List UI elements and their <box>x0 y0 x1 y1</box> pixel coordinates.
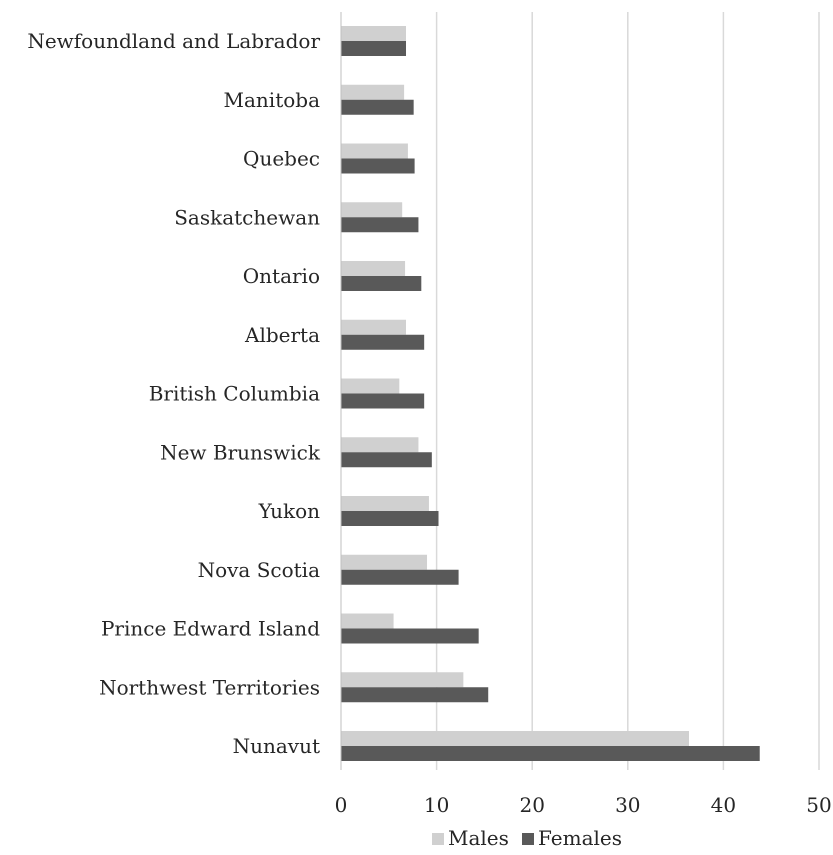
bar-males <box>341 731 689 746</box>
bar-females <box>341 393 425 409</box>
bar-females <box>341 158 415 174</box>
legend-swatch <box>522 833 534 845</box>
bar-males <box>341 437 419 453</box>
x-tick-label: 30 <box>615 793 640 817</box>
bar-males <box>341 202 403 218</box>
category-label: New Brunswick <box>160 440 321 464</box>
bar-males <box>341 672 464 688</box>
bar-males <box>341 84 405 100</box>
x-tick-label: 50 <box>806 793 831 817</box>
x-tick-label: 10 <box>424 793 449 817</box>
bar-females <box>341 99 414 115</box>
bar-males <box>341 613 394 629</box>
category-label: Yukon <box>258 499 321 523</box>
legend-label: Males <box>448 826 509 850</box>
category-label: Nunavut <box>233 734 320 758</box>
bar-females <box>341 276 422 291</box>
bar-females <box>341 452 432 468</box>
bar-males <box>341 496 429 511</box>
legend-label: Females <box>538 826 622 850</box>
x-tick-label: 20 <box>519 793 544 817</box>
bar-females <box>341 628 479 644</box>
bars <box>341 26 760 761</box>
bar-females <box>341 334 425 350</box>
bar-males <box>341 319 407 335</box>
bar-females <box>341 746 760 761</box>
bar-females <box>341 217 419 233</box>
x-tick-labels: 0 10 20 30 40 50 <box>335 793 832 817</box>
bar-males <box>341 26 407 41</box>
bar-females <box>341 687 489 703</box>
gridlines <box>435 12 820 770</box>
bar-females <box>341 511 439 526</box>
category-label: Newfoundland and Labrador <box>27 29 320 53</box>
bar-males <box>341 554 428 570</box>
category-label: Northwest Territories <box>99 675 320 699</box>
category-label: Saskatchewan <box>174 205 320 229</box>
category-label: Alberta <box>244 323 320 347</box>
bar-males <box>341 378 400 394</box>
category-label: Prince Edward Island <box>101 617 320 641</box>
category-labels: Newfoundland and Labrador Manitoba Quebec S… <box>27 29 321 758</box>
bar-males <box>341 261 406 276</box>
legend: Males Females <box>432 826 622 850</box>
bar-males <box>341 143 408 159</box>
legend-swatch <box>432 833 444 845</box>
category-label: British Columbia <box>149 382 320 406</box>
bar-females <box>341 41 407 56</box>
x-tick-label: 0 <box>335 793 348 817</box>
category-label: Manitoba <box>224 88 321 112</box>
x-tick-label: 40 <box>711 793 736 817</box>
category-label: Nova Scotia <box>198 558 320 582</box>
bar-females <box>341 569 459 585</box>
category-label: Quebec <box>243 147 320 171</box>
category-label: Ontario <box>243 264 320 288</box>
